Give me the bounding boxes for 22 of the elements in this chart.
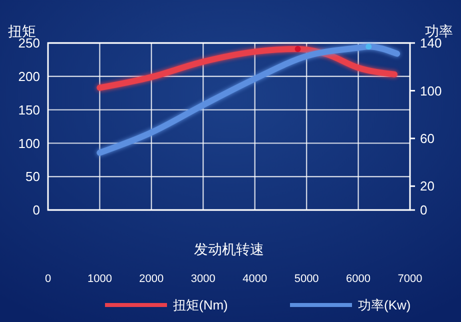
legend-label: 功率(Kw) [358,298,411,313]
y2-tick-label: 0 [420,202,428,218]
legend-label: 扭矩(Nm) [173,298,228,313]
y-tick-label: 150 [18,102,40,118]
x-tick-label: 2000 [139,273,164,285]
x-tick-label: 1000 [87,273,112,285]
y2-tick-label: 20 [420,178,434,194]
x-tick-label: 3000 [190,273,216,285]
y-axis-title: 扭矩 [8,23,36,39]
x-tick-label: 5000 [294,273,319,285]
y2-tick-label: 100 [420,83,442,98]
x-tick-label: 6000 [346,273,371,285]
x-tick-label: 0 [44,273,52,285]
y2-axis-title: 功率 [425,23,453,39]
y-tick-label: 50 [26,169,40,184]
x-tick-label: 4000 [242,273,268,285]
y2-tick-label: 60 [420,130,434,146]
y-tick-label: 100 [18,136,40,151]
y-tick-label: 200 [18,68,40,84]
x-axis-title: 发动机转速 [194,241,264,257]
y-tick-label: 0 [32,202,40,218]
x-tick-label: 7000 [398,273,422,285]
